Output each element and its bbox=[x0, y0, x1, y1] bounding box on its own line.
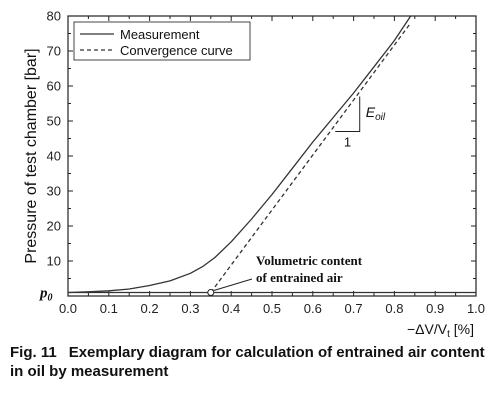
x-tick-label: 0.7 bbox=[345, 301, 363, 316]
entrained-air-point bbox=[207, 289, 215, 296]
legend-label: Convergence curve bbox=[120, 43, 233, 58]
x-tick-label: 0.2 bbox=[141, 301, 159, 316]
x-axis-label: −ΔV/Vt [%] bbox=[407, 321, 474, 340]
legend-label: Measurement bbox=[120, 27, 200, 42]
annotation-text: Volumetric content bbox=[256, 253, 363, 268]
p0-label: p0 bbox=[38, 286, 53, 304]
y-tick-label: 80 bbox=[47, 9, 61, 24]
y-tick-label: 30 bbox=[47, 184, 61, 199]
slope-run-label: 1 bbox=[344, 135, 351, 150]
x-tick-label: 0.8 bbox=[385, 301, 403, 316]
caption-text: Exemplary diagram for calculation of ent… bbox=[10, 344, 485, 380]
x-tick-label: 0.4 bbox=[222, 301, 240, 316]
x-tick-label: 1.0 bbox=[467, 301, 485, 316]
y-tick-label: 20 bbox=[47, 219, 61, 234]
slope-triangle bbox=[335, 96, 361, 132]
y-tick-label: 60 bbox=[47, 79, 61, 94]
y-tick-label: 50 bbox=[47, 114, 61, 129]
legend-box bbox=[73, 21, 251, 61]
figure-caption: Fig. 11 Exemplary diagram for calculation… bbox=[10, 343, 494, 381]
x-tick-label: 0.5 bbox=[263, 301, 281, 316]
x-tick-label: 0.1 bbox=[100, 301, 118, 316]
series-line-measurement bbox=[67, 15, 412, 294]
x-tick-label: 0.9 bbox=[426, 301, 444, 316]
x-tick-label: 0.6 bbox=[304, 301, 322, 316]
y-tick-label: 10 bbox=[47, 254, 61, 269]
chart: 0.0 0.1 0.2 0.3 0.4 0.5 0.6 0.7 0.8 0.9 1.0 10 20 30 4… bbox=[23, 9, 485, 341]
slope-label: Eoil bbox=[366, 104, 386, 123]
x-tick-label: 0.0 bbox=[59, 301, 77, 316]
figure-number: Fig. 11 bbox=[10, 344, 57, 361]
y-tick-label: 70 bbox=[47, 44, 61, 59]
x-tick-label: 0.3 bbox=[181, 301, 199, 316]
y-axis-label: Pressure of test chamber [bar] bbox=[23, 48, 40, 263]
annotation-text: of entrained air bbox=[256, 270, 343, 285]
y-tick-label: 40 bbox=[47, 149, 61, 164]
annotation-leader bbox=[213, 278, 253, 291]
